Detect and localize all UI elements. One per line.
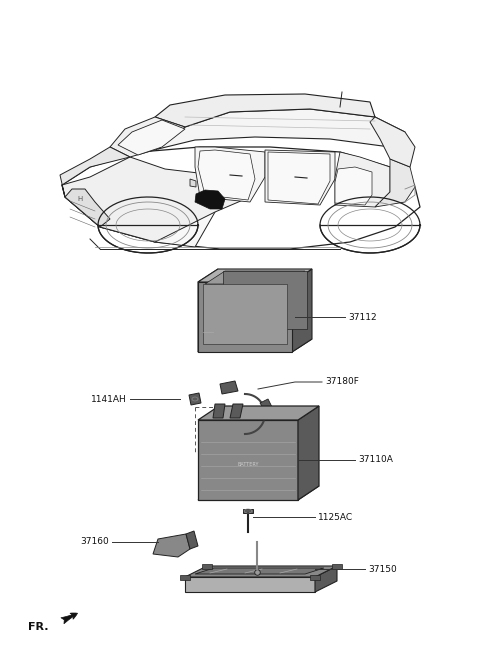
Polygon shape xyxy=(332,564,342,569)
Polygon shape xyxy=(195,190,225,209)
Polygon shape xyxy=(230,404,243,418)
Polygon shape xyxy=(243,509,253,513)
Text: 37110A: 37110A xyxy=(358,455,393,464)
Polygon shape xyxy=(189,393,201,405)
Polygon shape xyxy=(202,564,212,569)
Text: BATTERY: BATTERY xyxy=(237,463,259,468)
Polygon shape xyxy=(198,339,312,352)
Polygon shape xyxy=(195,568,324,574)
Polygon shape xyxy=(110,117,185,157)
Polygon shape xyxy=(118,120,185,155)
Polygon shape xyxy=(158,109,405,149)
Polygon shape xyxy=(335,167,372,205)
Polygon shape xyxy=(180,575,190,580)
Text: 37150: 37150 xyxy=(368,564,397,574)
Polygon shape xyxy=(198,282,292,352)
Polygon shape xyxy=(185,566,337,577)
Polygon shape xyxy=(65,189,110,227)
Polygon shape xyxy=(195,147,265,202)
Text: 37112: 37112 xyxy=(348,313,377,321)
Polygon shape xyxy=(268,152,330,204)
Text: 1125AC: 1125AC xyxy=(318,512,353,522)
Polygon shape xyxy=(203,284,287,344)
Polygon shape xyxy=(62,147,420,249)
Text: FR.: FR. xyxy=(28,622,48,632)
Polygon shape xyxy=(310,575,320,580)
Polygon shape xyxy=(223,271,307,329)
Polygon shape xyxy=(198,486,319,500)
Polygon shape xyxy=(198,406,319,420)
Polygon shape xyxy=(292,269,312,352)
Text: 37160: 37160 xyxy=(80,537,109,547)
Polygon shape xyxy=(260,399,272,411)
Polygon shape xyxy=(198,269,218,352)
Polygon shape xyxy=(205,271,305,284)
Polygon shape xyxy=(213,404,225,418)
Text: 1141AH: 1141AH xyxy=(91,394,127,403)
Polygon shape xyxy=(265,150,335,205)
Polygon shape xyxy=(62,157,250,242)
Polygon shape xyxy=(185,577,315,592)
Polygon shape xyxy=(153,534,190,557)
Polygon shape xyxy=(220,381,238,394)
Polygon shape xyxy=(335,152,390,207)
Polygon shape xyxy=(65,185,215,247)
Polygon shape xyxy=(375,159,415,207)
Polygon shape xyxy=(370,117,415,167)
Polygon shape xyxy=(155,94,375,127)
Polygon shape xyxy=(190,179,196,187)
Polygon shape xyxy=(198,420,298,500)
Text: H: H xyxy=(77,196,83,202)
Polygon shape xyxy=(186,531,198,549)
Text: 37180F: 37180F xyxy=(325,378,359,386)
Polygon shape xyxy=(60,147,130,197)
Polygon shape xyxy=(298,406,319,500)
Polygon shape xyxy=(198,269,312,282)
Polygon shape xyxy=(315,566,337,592)
Polygon shape xyxy=(198,150,255,200)
